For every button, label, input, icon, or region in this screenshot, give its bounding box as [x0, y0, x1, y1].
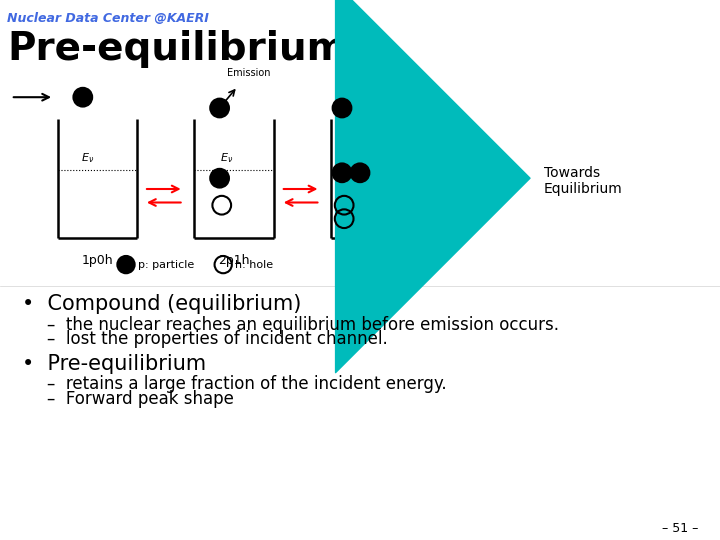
Text: •  Pre-equilibrium: • Pre-equilibrium	[22, 354, 206, 374]
Text: $E_\nu$: $E_\nu$	[356, 151, 369, 165]
Text: h: hole: h: hole	[235, 260, 274, 269]
Text: •  Compound (equilibrium): • Compound (equilibrium)	[22, 294, 301, 314]
Text: $E_\nu$: $E_\nu$	[220, 151, 233, 165]
Ellipse shape	[333, 99, 351, 117]
Text: 3p2h: 3p2h	[355, 254, 387, 267]
Text: –  Forward peak shape: – Forward peak shape	[47, 390, 234, 408]
Text: –  retains a large fraction of the incident energy.: – retains a large fraction of the incide…	[47, 375, 446, 393]
Text: Towards
Equilibrium: Towards Equilibrium	[544, 166, 622, 196]
Text: Emission: Emission	[227, 68, 270, 78]
Ellipse shape	[210, 99, 229, 117]
Ellipse shape	[351, 164, 369, 182]
Text: –  the nuclear reaches an equilibrium before emission occurs.: – the nuclear reaches an equilibrium bef…	[47, 316, 559, 334]
Text: 2p1h: 2p1h	[218, 254, 250, 267]
Ellipse shape	[333, 164, 351, 182]
Text: Pre-equilibrium: Pre-equilibrium	[7, 30, 348, 68]
Text: Emission: Emission	[360, 65, 403, 76]
Text: 1p0h: 1p0h	[81, 254, 113, 267]
Ellipse shape	[73, 88, 92, 106]
Text: etc: etc	[425, 191, 440, 200]
Text: – 51 –: – 51 –	[662, 522, 698, 535]
Text: p: particle: p: particle	[138, 260, 194, 269]
Ellipse shape	[210, 169, 229, 187]
Text: $E_\nu$: $E_\nu$	[81, 151, 94, 165]
Text: –  lost the properties of incident channel.: – lost the properties of incident channe…	[47, 330, 387, 348]
Text: Nuclear Data Center @KAERI: Nuclear Data Center @KAERI	[7, 12, 209, 25]
Ellipse shape	[117, 256, 135, 273]
